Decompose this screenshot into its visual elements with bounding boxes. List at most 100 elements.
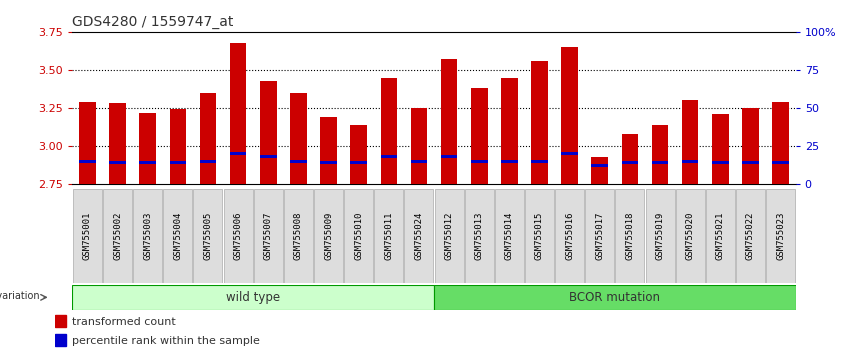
Text: GSM755015: GSM755015 <box>535 212 544 260</box>
Bar <box>140 113 156 184</box>
Text: GSM755013: GSM755013 <box>475 212 483 260</box>
Text: GSM755003: GSM755003 <box>143 212 152 260</box>
Bar <box>320 161 337 164</box>
Bar <box>260 155 277 158</box>
Text: GSM755016: GSM755016 <box>565 212 574 260</box>
Bar <box>169 109 186 184</box>
FancyBboxPatch shape <box>103 189 132 283</box>
FancyBboxPatch shape <box>404 189 433 283</box>
Bar <box>712 161 728 164</box>
FancyBboxPatch shape <box>254 189 283 283</box>
Text: GSM755020: GSM755020 <box>686 212 694 260</box>
FancyBboxPatch shape <box>495 189 524 283</box>
FancyBboxPatch shape <box>314 189 343 283</box>
Text: GSM755008: GSM755008 <box>294 212 303 260</box>
Bar <box>260 81 277 184</box>
FancyBboxPatch shape <box>72 285 434 310</box>
Bar <box>773 102 789 184</box>
Bar <box>351 125 367 184</box>
Text: GSM755005: GSM755005 <box>203 212 213 260</box>
Text: transformed count: transformed count <box>72 317 176 327</box>
Bar <box>200 93 216 184</box>
FancyBboxPatch shape <box>615 189 644 283</box>
Bar <box>441 155 457 158</box>
Text: GSM755024: GSM755024 <box>414 212 424 260</box>
FancyBboxPatch shape <box>284 189 313 283</box>
FancyBboxPatch shape <box>163 189 192 283</box>
Text: GDS4280 / 1559747_at: GDS4280 / 1559747_at <box>72 16 234 29</box>
Text: wild type: wild type <box>226 291 280 304</box>
Bar <box>773 161 789 164</box>
Bar <box>562 47 578 184</box>
Bar <box>742 161 759 164</box>
FancyBboxPatch shape <box>736 189 765 283</box>
Bar <box>79 160 95 162</box>
Bar <box>742 108 759 184</box>
Text: GSM755002: GSM755002 <box>113 212 122 260</box>
Bar <box>441 59 457 184</box>
Bar <box>411 160 427 162</box>
FancyBboxPatch shape <box>705 189 734 283</box>
Bar <box>591 165 608 167</box>
Text: GSM755019: GSM755019 <box>655 212 665 260</box>
Bar <box>380 155 397 158</box>
Bar <box>652 125 668 184</box>
Bar <box>200 160 216 162</box>
FancyBboxPatch shape <box>465 189 494 283</box>
Text: GSM755010: GSM755010 <box>354 212 363 260</box>
FancyBboxPatch shape <box>73 189 102 283</box>
Bar <box>290 160 306 162</box>
FancyBboxPatch shape <box>435 189 464 283</box>
FancyBboxPatch shape <box>224 189 253 283</box>
FancyBboxPatch shape <box>134 189 163 283</box>
Bar <box>682 101 699 184</box>
Bar <box>351 161 367 164</box>
Bar <box>290 93 306 184</box>
Bar <box>471 88 488 184</box>
FancyBboxPatch shape <box>766 189 795 283</box>
FancyBboxPatch shape <box>434 285 796 310</box>
Text: genotype/variation: genotype/variation <box>0 291 40 301</box>
Bar <box>169 161 186 164</box>
FancyBboxPatch shape <box>525 189 554 283</box>
Text: GSM755011: GSM755011 <box>385 212 393 260</box>
Bar <box>230 42 247 184</box>
Bar <box>230 152 247 155</box>
Bar <box>501 160 517 162</box>
Bar <box>109 103 126 184</box>
Bar <box>531 160 548 162</box>
Text: GSM755017: GSM755017 <box>596 212 604 260</box>
Text: GSM755004: GSM755004 <box>174 212 182 260</box>
Bar <box>531 61 548 184</box>
Bar <box>140 161 156 164</box>
Text: GSM755014: GSM755014 <box>505 212 514 260</box>
FancyBboxPatch shape <box>374 189 403 283</box>
Bar <box>55 315 66 327</box>
Text: GSM755007: GSM755007 <box>264 212 272 260</box>
Bar <box>320 117 337 184</box>
Bar <box>109 161 126 164</box>
Bar <box>682 160 699 162</box>
FancyBboxPatch shape <box>344 189 373 283</box>
FancyBboxPatch shape <box>193 189 222 283</box>
Text: GSM755012: GSM755012 <box>444 212 454 260</box>
Text: percentile rank within the sample: percentile rank within the sample <box>72 336 260 346</box>
Text: GSM755018: GSM755018 <box>625 212 634 260</box>
FancyBboxPatch shape <box>585 189 614 283</box>
FancyBboxPatch shape <box>555 189 584 283</box>
Bar <box>79 102 95 184</box>
Text: GSM755021: GSM755021 <box>716 212 725 260</box>
Text: GSM755022: GSM755022 <box>746 212 755 260</box>
Bar <box>621 134 638 184</box>
Text: GSM755001: GSM755001 <box>83 212 92 260</box>
Bar <box>562 152 578 155</box>
Bar <box>380 78 397 184</box>
FancyBboxPatch shape <box>646 189 675 283</box>
Bar <box>591 157 608 184</box>
Bar <box>621 161 638 164</box>
Text: GSM755023: GSM755023 <box>776 212 785 260</box>
Bar <box>652 161 668 164</box>
Bar <box>712 114 728 184</box>
FancyBboxPatch shape <box>676 189 705 283</box>
Text: GSM755009: GSM755009 <box>324 212 333 260</box>
